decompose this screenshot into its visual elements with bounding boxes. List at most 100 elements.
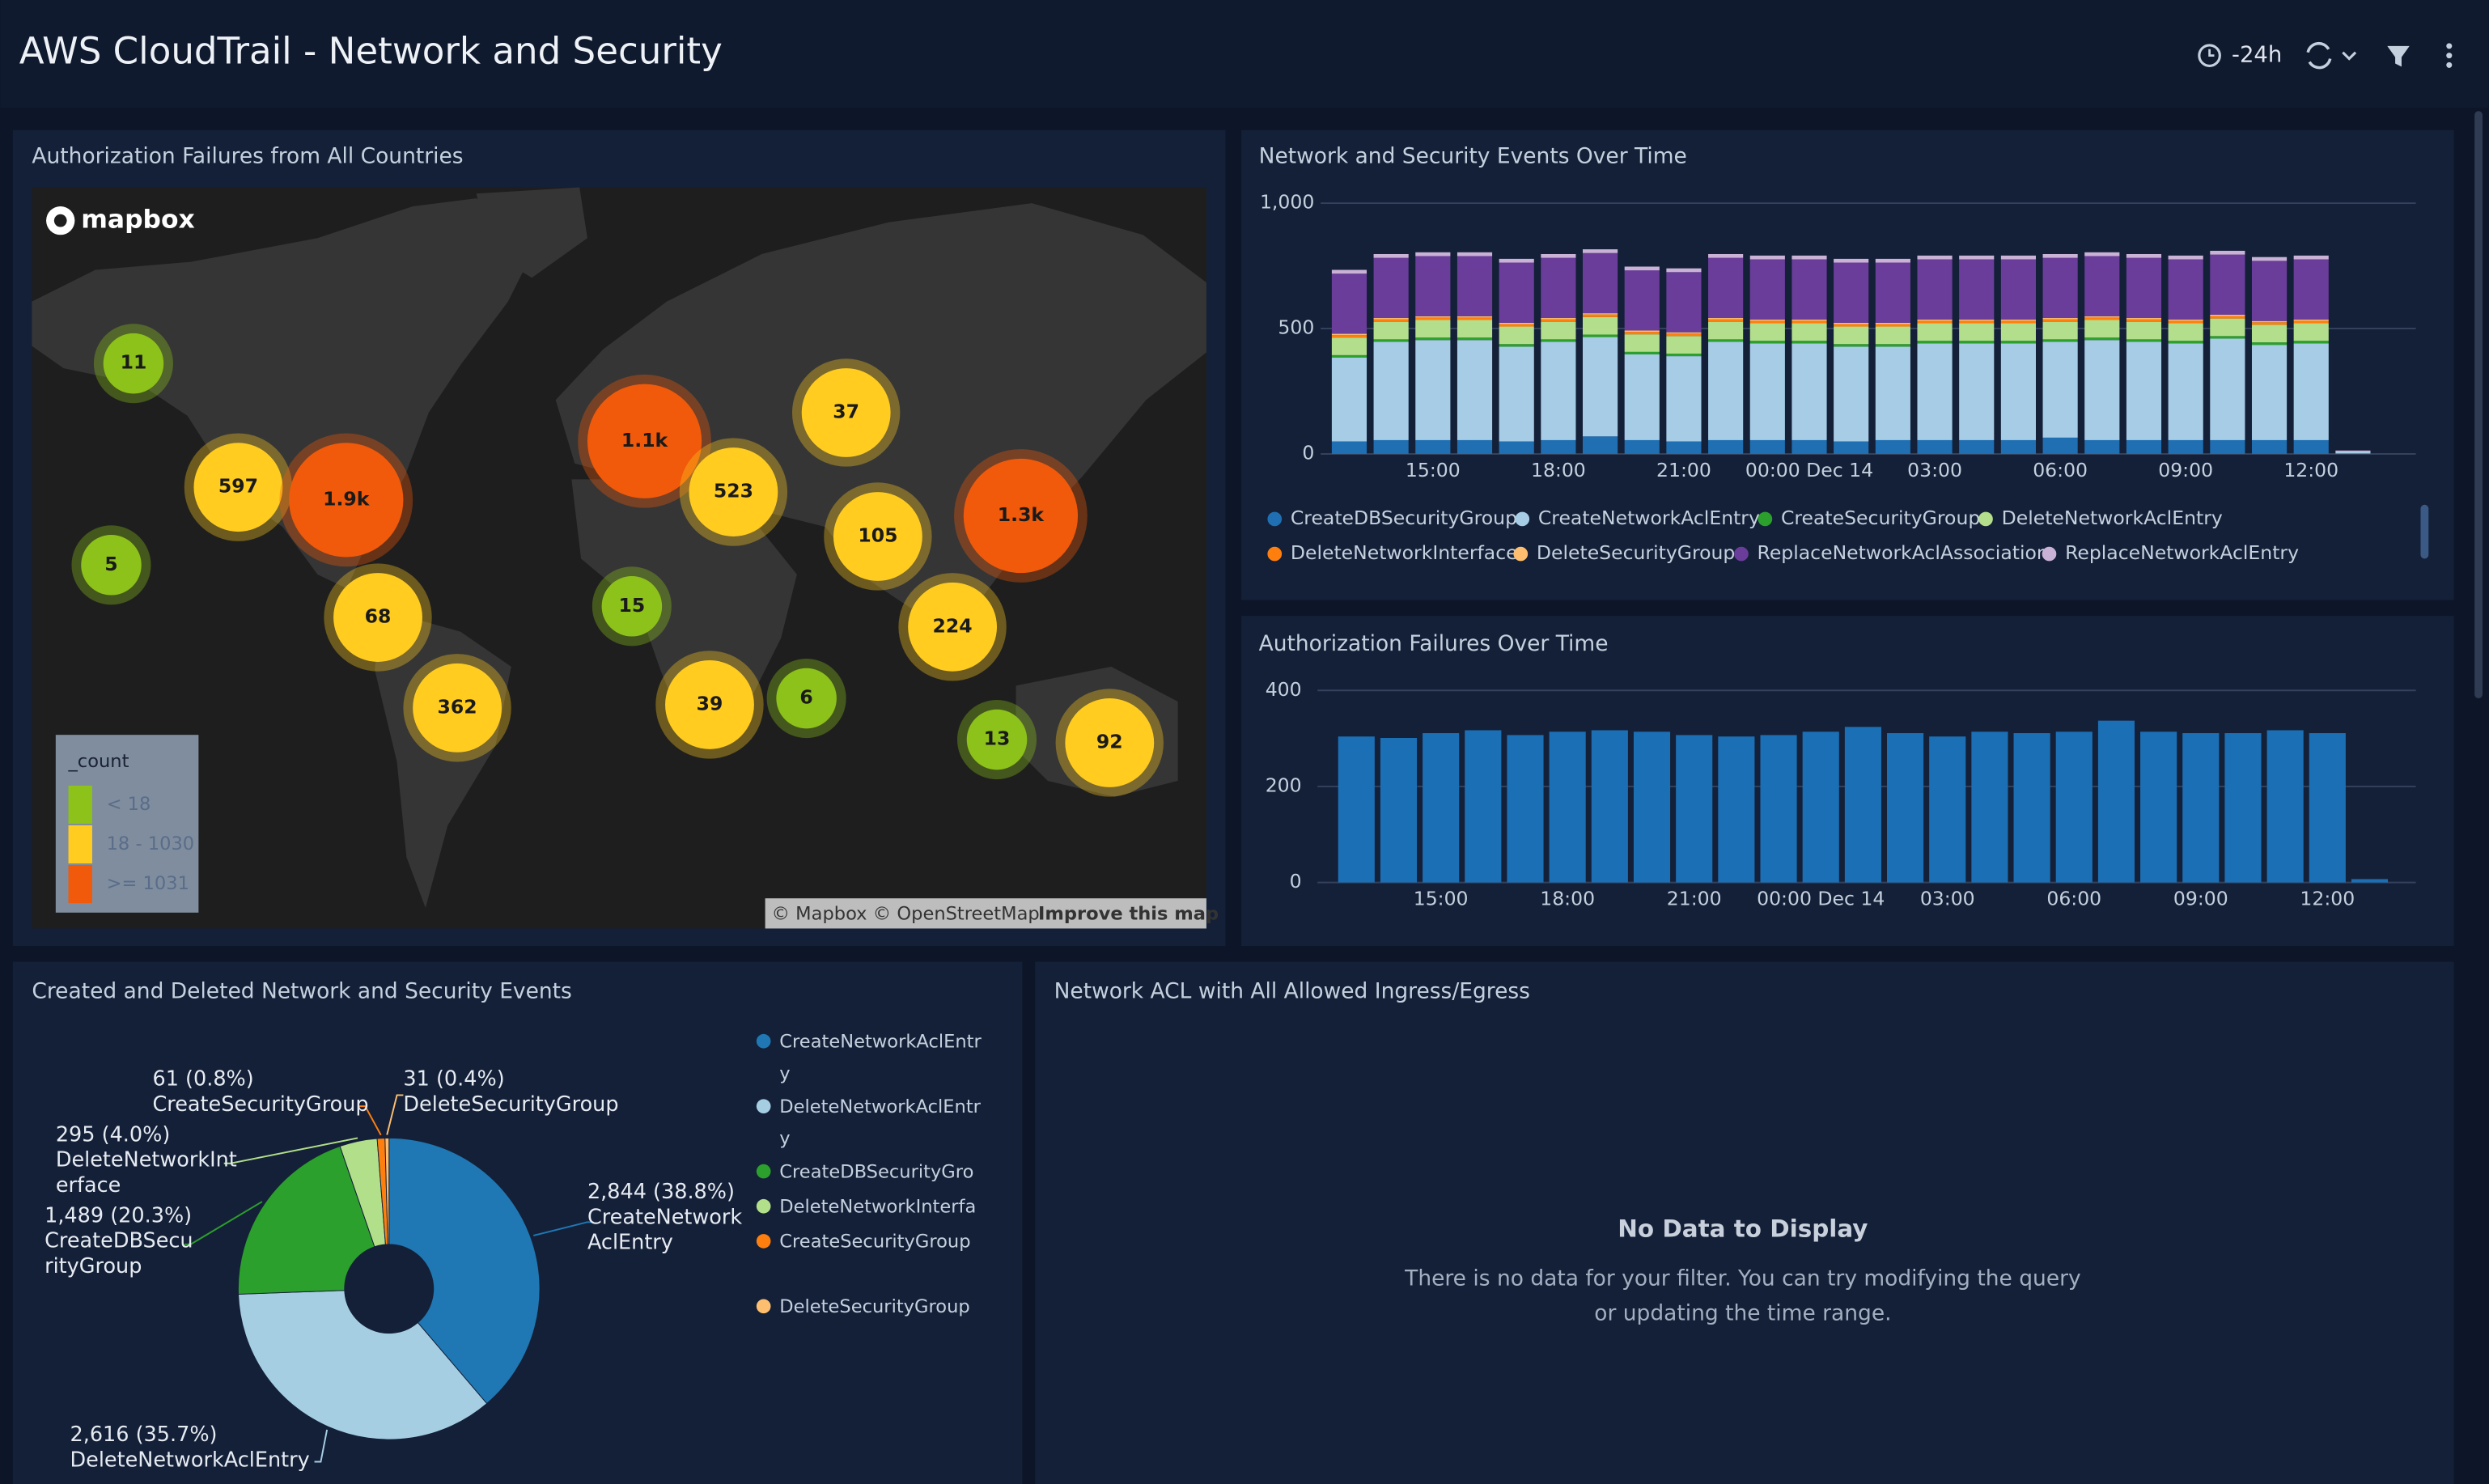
bar-segment [1415,337,1451,341]
bar-segment [1917,439,1953,454]
bar-segment [1875,346,1910,440]
bubble [289,443,404,558]
legend-label: 18 - 1030 [107,833,195,854]
legend-label: ReplaceNetworkAclAssociation [1758,541,2049,564]
bar-segment [2293,323,2329,341]
legend-scrollbar [2420,504,2429,559]
bar-segment [2210,336,2245,339]
bar-segment [2084,256,2120,316]
bar [1718,736,1755,883]
bar-segment [2042,321,2078,340]
bar [1465,730,1502,883]
slice-value-label: 31 (0.4%) [403,1068,505,1092]
bar-segment [1708,339,1744,342]
bar-segment [2126,318,2162,320]
donut-slice [388,1137,541,1405]
header-bar [0,0,2489,108]
bar-segment [2335,453,2371,454]
scrollbar[interactable] [2474,111,2483,699]
improve-map-link[interactable]: Improve this map [1038,903,1219,924]
panel-title: Authorization Failures from All Countrie… [32,144,463,169]
y-tick-label: 500 [1278,316,1314,339]
bar-segment [2126,339,2162,342]
refresh-button[interactable] [2306,41,2357,70]
bar-segment [1541,339,1576,342]
bar-segment [2126,341,2162,440]
bar [1802,731,1839,883]
donut-slice [237,1145,375,1295]
bar-segment [1666,356,1702,442]
legend-marker [756,1164,771,1179]
legend-label-box: CreateNetworkAclEntry [779,1030,982,1084]
bubble [963,458,1079,574]
legend-marker [2042,546,2057,562]
bar-segment [2210,250,2245,255]
land [476,187,587,278]
bar [1887,733,1924,883]
bar-segment [2000,320,2037,324]
attribution: © Mapbox © OpenStreetMap [771,903,1039,924]
bar-segment [1331,337,1367,355]
bar-segment [2126,439,2162,454]
more-menu[interactable] [2446,43,2453,68]
slice-name-label-box: CreateNetworkAclEntry [587,1206,742,1256]
x-tick-label: 15:00 [1414,888,1469,910]
bubble [665,659,754,749]
legend-marker [756,1198,771,1214]
legend-marker [1978,511,1993,527]
filter-button[interactable] [2387,45,2410,67]
slice-value-label: 1,489 (20.3%) [45,1204,193,1229]
bar-segment [1582,334,1618,337]
time-picker[interactable]: -24h [2198,43,2282,68]
bubble-label: 68 [365,605,392,628]
slice-value-label-box: 31 (0.4%) [403,1068,505,1092]
legend-label: CreateSecurityGroup [1781,507,1980,529]
bar-segment [1834,344,1869,347]
bar-segment [1331,441,1367,454]
leader-line [386,1094,404,1135]
bar-segment [1499,324,1534,327]
slice-value-label-box: 2,616 (35.7%) [70,1423,217,1447]
leader-line [223,1137,358,1164]
bar-segment [1834,346,1869,442]
bar-segment [1875,258,1910,263]
bar-segment [1791,439,1827,454]
legend-label-box: CreateDBSecurityGroup [779,1160,973,1182]
bubble-label: 1.3k [998,503,1045,526]
slice-value-label: 295 (4.0%) [55,1123,171,1148]
legend-label-box: CreateSecurityGroup [779,1230,970,1252]
bar-segment [2210,338,2245,440]
bar [1844,727,1881,883]
bar-segment [2168,255,2203,260]
empty-detail: or updating the time range. [1594,1301,1891,1326]
bar-segment [2293,320,2329,324]
legend-label-box: DeleteNetworkAclEntry [779,1095,981,1149]
bar-segment [1457,340,1493,440]
leader-line [533,1221,594,1236]
land [32,198,541,607]
bar-segment [1331,269,1367,274]
logo-text: mapbox [81,206,195,235]
y-tick-label: 0 [1290,870,1302,893]
donut-slice [238,1290,488,1440]
legend-title: _count [68,751,129,772]
bar-segment [2042,341,2078,438]
bar-segment [1624,351,1660,354]
bar-segment [2293,255,2329,260]
bar-segment [1499,441,1534,454]
legend-marker [1515,511,1530,527]
legend-label: >= 1031 [107,873,189,894]
bar-segment [2126,253,2162,258]
bubble [103,333,164,394]
bar-segment [1582,314,1618,317]
mapbox-logo[interactable]: mapbox [46,206,195,235]
bar-segment [1708,321,1744,340]
bar-segment [2084,316,2120,318]
legend-marker [756,1234,771,1249]
bubble-label: 15 [618,594,645,617]
bar [2140,731,2177,883]
slice-value-label-box: 2,844 (38.8%) [587,1181,735,1204]
bar-segment [2084,439,2120,454]
legend-swatch [68,785,92,825]
